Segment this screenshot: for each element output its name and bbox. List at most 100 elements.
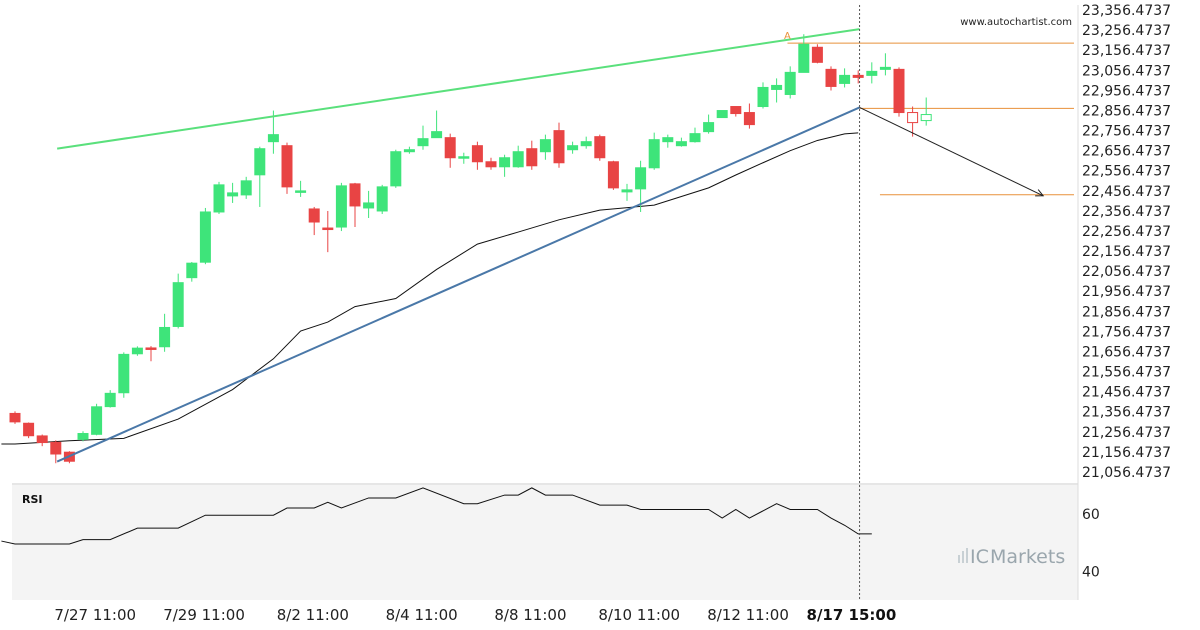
trend-lines: A <box>56 28 1045 463</box>
candle-body <box>390 151 402 187</box>
rsi-panel-bg <box>12 485 1078 600</box>
moving-average-line <box>1 132 859 445</box>
brand-name: Markets <box>990 546 1065 568</box>
candle-body <box>621 189 633 193</box>
price-tick-label: 21,256.4737 <box>1082 425 1171 441</box>
price-tick-label: 21,456.4737 <box>1082 385 1171 401</box>
rsi-tick-label: 40 <box>1082 564 1100 580</box>
price-tick-label: 22,256.4737 <box>1082 224 1171 240</box>
pattern-point-label: A <box>784 31 791 42</box>
candle-body <box>594 136 606 159</box>
x-tick-label: 7/29 11:00 <box>163 606 245 624</box>
price-tick-label: 23,056.4737 <box>1082 63 1171 79</box>
price-tick-label: 22,056.4737 <box>1082 264 1171 280</box>
candle-body <box>349 183 361 207</box>
brand-prefix: IC <box>970 546 989 568</box>
candle-body <box>403 149 415 153</box>
rsi-title: RSI <box>22 493 43 506</box>
candle-body <box>227 192 239 197</box>
candle-body <box>417 138 429 147</box>
price-tick-label: 22,156.4737 <box>1082 244 1171 260</box>
candle-body <box>580 141 592 147</box>
candle-body <box>267 134 279 143</box>
candle-body <box>485 161 497 168</box>
candle-body <box>798 43 810 73</box>
candle-body <box>499 157 511 168</box>
candle-body <box>172 282 184 327</box>
candle-body <box>431 131 443 139</box>
price-tick-label: 23,156.4737 <box>1082 43 1171 59</box>
candle-body <box>852 74 864 78</box>
brand-logo: IC Markets <box>958 546 1065 568</box>
candle-body <box>36 435 48 444</box>
candle-body <box>512 151 524 168</box>
candle-body <box>199 211 211 263</box>
x-tick-label: 8/4 11:00 <box>386 606 458 624</box>
candle-body <box>675 141 687 147</box>
candle-body <box>866 70 878 76</box>
x-axis: 7/27 11:00 7/29 11:00 8/2 11:00 8/4 11:00 8/… <box>54 606 896 624</box>
candle-body <box>458 156 470 159</box>
x-tick-label: 8/10 11:00 <box>598 606 680 624</box>
candle-body <box>471 145 483 163</box>
candle-body <box>893 68 905 114</box>
rsi-y-axis: 60 40 <box>1082 507 1100 581</box>
candle-body <box>607 161 619 189</box>
price-tick-label: 21,756.4737 <box>1082 324 1171 340</box>
rsi-tick-label: 60 <box>1082 507 1100 523</box>
candle-body <box>376 186 388 212</box>
rsi-series-line <box>1 487 872 545</box>
candle-body <box>104 392 116 408</box>
candle-body <box>213 184 225 213</box>
candle-body <box>363 202 375 209</box>
candle-body <box>91 406 103 435</box>
price-tick-label: 22,856.4737 <box>1082 103 1171 119</box>
x-tick-label: 8/8 11:00 <box>494 606 566 624</box>
candle-body <box>784 71 796 95</box>
candle-body <box>539 139 551 153</box>
candle-body <box>23 422 35 437</box>
resistance-trend-line <box>57 28 860 150</box>
price-tick-label: 21,656.4737 <box>1082 344 1171 360</box>
rsi-line <box>1 487 872 545</box>
price-tick-label: 21,556.4737 <box>1082 365 1171 381</box>
price-tick-label: 22,956.4737 <box>1082 83 1171 99</box>
candle-body <box>322 227 334 231</box>
brand-bar-1 <box>958 555 960 563</box>
price-tick-label: 21,356.4737 <box>1082 405 1171 421</box>
candle-body <box>730 106 742 115</box>
price-tick-label: 21,056.4737 <box>1082 465 1171 481</box>
candle-body <box>689 133 701 143</box>
price-tick-label: 21,956.4737 <box>1082 284 1171 300</box>
candle-body <box>254 148 266 176</box>
brand-bar-3 <box>966 548 968 563</box>
candle-body <box>77 433 89 440</box>
candle-body <box>703 122 715 133</box>
brand-bar-2 <box>962 551 964 563</box>
candle-body <box>757 86 769 108</box>
candle-body <box>567 145 579 151</box>
price-tick-label: 21,856.4737 <box>1082 304 1171 320</box>
x-tick-label: 7/27 11:00 <box>54 606 136 624</box>
price-tick-label: 22,356.4737 <box>1082 204 1171 220</box>
support-trend-line <box>56 106 860 463</box>
candle-body <box>9 412 21 423</box>
candle-body <box>648 139 660 169</box>
candle-body <box>186 262 198 279</box>
candle-body <box>281 145 293 188</box>
candle-body <box>771 84 783 90</box>
price-tick-label: 23,356.4737 <box>1082 3 1171 19</box>
price-tick-label: 22,556.4737 <box>1082 164 1171 180</box>
candle-body <box>295 190 307 193</box>
price-y-axis: 23,356.4737 23,256.4737 23,156.4737 23,056.… <box>1082 3 1171 481</box>
candle-body <box>335 185 347 228</box>
candle-body <box>526 148 538 167</box>
price-tick-label: 22,656.4737 <box>1082 144 1171 160</box>
price-tick-label: 23,256.4737 <box>1082 23 1171 39</box>
candle-body <box>879 66 891 70</box>
watermark: www.autochartist.com <box>960 17 1072 28</box>
price-tick-label: 22,756.4737 <box>1082 124 1171 140</box>
candle-body <box>907 112 919 124</box>
candle-body <box>553 130 565 164</box>
